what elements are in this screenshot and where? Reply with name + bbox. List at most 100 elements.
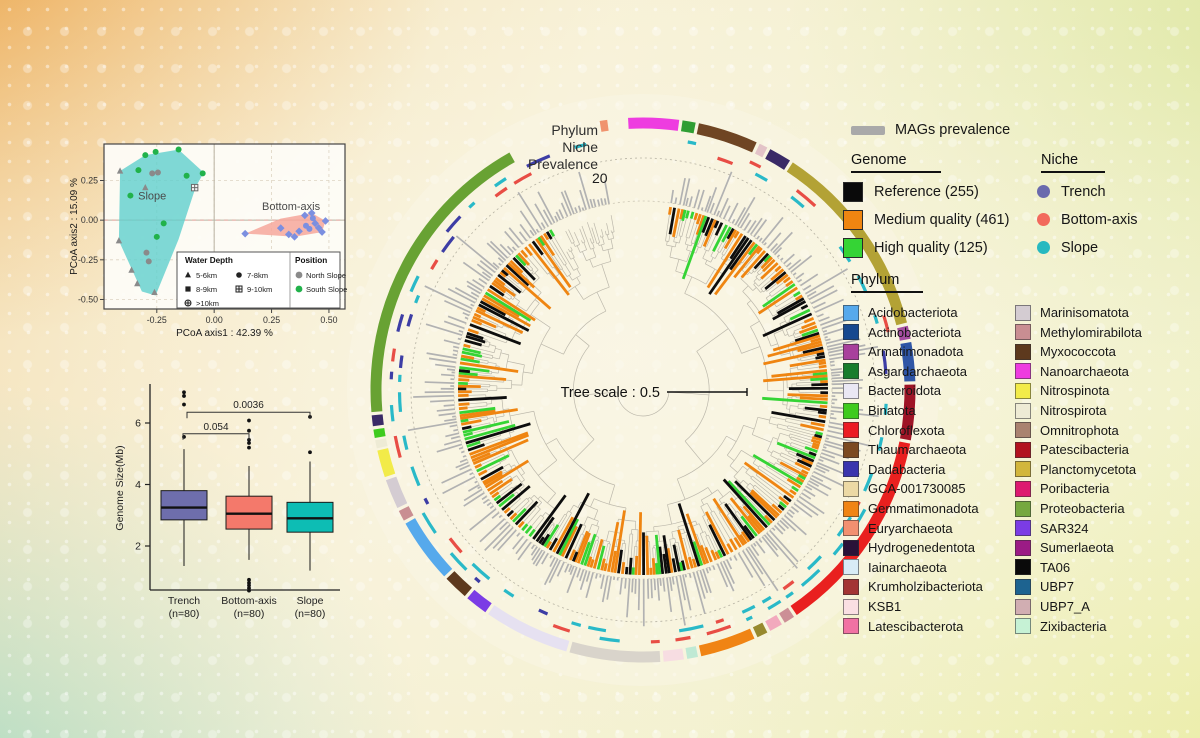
phylum-label: Asgardarchaeota xyxy=(868,363,968,379)
phylum-swatch xyxy=(1015,422,1031,439)
svg-text:>10km: >10km xyxy=(196,299,219,308)
phylum-swatch xyxy=(843,598,859,615)
niche-swatch xyxy=(1037,213,1050,226)
phylum-legend-item: Myxococcota xyxy=(1015,343,1175,360)
svg-text:(n=80): (n=80) xyxy=(234,608,265,620)
phylum-label: Hydrogenedentota xyxy=(868,540,975,556)
phylum-legend-item: Euryarchaeota xyxy=(843,520,1015,537)
svg-text:Slope: Slope xyxy=(138,191,166,203)
phylum-label: Dadabacteria xyxy=(868,461,946,477)
phylum-swatch xyxy=(1015,578,1031,595)
phylum-label: Sumerlaeota xyxy=(1040,540,1114,556)
phylum-legend-item: Poribacteria xyxy=(1015,480,1175,497)
phylum-label: Thaumarchaeota xyxy=(868,442,967,458)
ring-label-niche: Niche xyxy=(562,139,598,155)
phylum-swatch xyxy=(1015,461,1031,478)
svg-text:PCoA axis1 : 42.39 %: PCoA axis1 : 42.39 % xyxy=(176,328,273,339)
phylum-legend-item: UBP7 xyxy=(1015,578,1175,595)
phylum-legend-item: UBP7_A xyxy=(1015,598,1175,615)
phylum-swatch xyxy=(1015,480,1031,497)
phylum-legend-item: Methylomirabilota xyxy=(1015,324,1175,341)
phylum-legend-item: TA06 xyxy=(1015,559,1175,576)
phylum-swatch xyxy=(843,324,859,341)
phylum-legend-item: SAR324 xyxy=(1015,520,1175,537)
prevalence-axis-value: 20 xyxy=(592,170,608,186)
niche-legend-item: Trench xyxy=(1033,182,1200,201)
genome-legend-title: Genome xyxy=(851,152,941,173)
niche-legend-item: Bottom-axis xyxy=(1033,210,1200,229)
phylum-swatch xyxy=(1015,324,1031,341)
genome-quality-swatch xyxy=(843,237,863,258)
phylum-legend-item: KSB1 xyxy=(843,598,1015,615)
svg-text:2: 2 xyxy=(135,541,141,553)
svg-text:9-10km: 9-10km xyxy=(247,285,272,294)
phylum-label: Iainarchaeota xyxy=(868,559,947,575)
phylum-label: Poribacteria xyxy=(1040,481,1110,497)
phylum-swatch xyxy=(843,363,859,380)
phylum-legend-item: Acidobacteriota xyxy=(843,304,1015,321)
svg-text:6: 6 xyxy=(135,418,141,430)
phylum-swatch xyxy=(1015,520,1031,537)
svg-text:8-9km: 8-9km xyxy=(196,285,217,294)
phylum-ring xyxy=(370,117,916,663)
phylum-label: Latescibacterota xyxy=(868,618,964,634)
phylum-label: Bacteroidota xyxy=(868,383,941,399)
niche-label: Slope xyxy=(1061,239,1099,256)
svg-text:-0.50: -0.50 xyxy=(78,294,98,304)
phylum-swatch xyxy=(1015,441,1031,458)
genome-quality-swatch xyxy=(843,209,863,230)
ring-label-phylum: Phylum xyxy=(551,122,598,138)
phylum-legend-item: Nitrospinota xyxy=(1015,382,1175,399)
niche-legend-item: Slope xyxy=(1033,238,1200,257)
phylum-legend-item: Sumerlaeota xyxy=(1015,539,1175,556)
phylum-legend-item: Hydrogenedentota xyxy=(843,539,1015,556)
phylum-swatch xyxy=(1015,343,1031,360)
phylum-swatch xyxy=(1015,559,1031,576)
svg-text:5-6km: 5-6km xyxy=(196,271,217,280)
phylum-legend-item: Iainarchaeota xyxy=(843,559,1015,576)
phylum-legend-item: Asgardarchaeota xyxy=(843,363,1015,380)
svg-text:0.50: 0.50 xyxy=(320,315,337,325)
phylum-label: Nitrospirota xyxy=(1040,403,1107,419)
phylum-label: Krumholzibacteriota xyxy=(868,579,983,595)
niche-swatch xyxy=(1037,185,1050,198)
svg-text:-0.25: -0.25 xyxy=(147,315,167,325)
phylum-label: Nitrospinota xyxy=(1040,383,1110,399)
phylum-label: Gemmatimonadota xyxy=(868,501,979,517)
phylum-label: GCA-001730085 xyxy=(868,481,966,497)
genome-legend-block: Genome Reference (255) Medium quality (4… xyxy=(843,151,1033,258)
mags-prevalence-legend: MAGs prevalence xyxy=(851,121,1200,139)
phylum-legend-item: Patescibacteria xyxy=(1015,441,1175,458)
phylum-label: Nanoarchaeota xyxy=(1040,363,1129,379)
phylum-label: TA06 xyxy=(1040,559,1071,575)
niche-legend-title: Niche xyxy=(1041,152,1105,173)
svg-text:7-8km: 7-8km xyxy=(247,271,268,280)
phylum-swatch xyxy=(843,480,859,497)
phylum-legend-item: Omnitrophota xyxy=(1015,422,1175,439)
svg-text:Position: Position xyxy=(295,256,327,265)
phylum-legend-item: Binatota xyxy=(843,402,1015,419)
niche-swatch xyxy=(1037,241,1050,254)
svg-text:Water Depth: Water Depth xyxy=(185,256,233,265)
svg-text:Genome Size(Mb): Genome Size(Mb) xyxy=(114,445,126,530)
phylum-legend-item: Marinisomatota xyxy=(1015,304,1175,321)
phylum-legend-item: Armatimonadota xyxy=(843,343,1015,360)
phylum-label: KSB1 xyxy=(868,599,902,614)
niche-legend-list: Trench Bottom-axis Slope xyxy=(1033,182,1200,257)
svg-text:-0.25: -0.25 xyxy=(78,255,98,265)
phylum-legend-item: Krumholzibacteriota xyxy=(843,578,1015,595)
svg-text:Slope: Slope xyxy=(297,595,324,607)
phylum-label: Omnitrophota xyxy=(1040,422,1119,438)
phylum-swatch xyxy=(843,304,859,321)
phylum-legend-item: Thaumarchaeota xyxy=(843,441,1015,458)
phylum-swatch xyxy=(843,539,859,556)
genome-quality-bars xyxy=(457,206,829,576)
svg-text:0.0036: 0.0036 xyxy=(233,400,264,411)
phylum-label: Myxococcota xyxy=(1040,344,1116,360)
svg-text:Trench: Trench xyxy=(168,595,200,607)
phylum-swatch xyxy=(843,382,859,399)
phylum-legend-item: Gemmatimonadota xyxy=(843,500,1015,517)
genome-quality-swatch xyxy=(843,181,863,202)
